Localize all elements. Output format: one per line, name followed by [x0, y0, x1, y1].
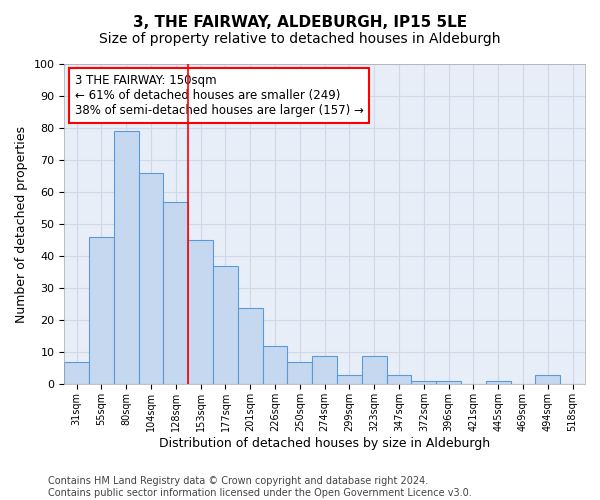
Bar	[486, 381, 511, 384]
Bar	[312, 356, 337, 384]
Bar	[362, 356, 386, 384]
Bar	[188, 240, 213, 384]
Bar	[412, 381, 436, 384]
Bar	[89, 237, 114, 384]
Bar	[163, 202, 188, 384]
Bar	[337, 375, 362, 384]
Bar	[238, 308, 263, 384]
Bar	[386, 375, 412, 384]
Text: 3 THE FAIRWAY: 150sqm
← 61% of detached houses are smaller (249)
38% of semi-det: 3 THE FAIRWAY: 150sqm ← 61% of detached …	[74, 74, 364, 116]
Bar	[114, 132, 139, 384]
Bar	[535, 375, 560, 384]
Bar	[64, 362, 89, 384]
Text: 3, THE FAIRWAY, ALDEBURGH, IP15 5LE: 3, THE FAIRWAY, ALDEBURGH, IP15 5LE	[133, 15, 467, 30]
Text: Size of property relative to detached houses in Aldeburgh: Size of property relative to detached ho…	[99, 32, 501, 46]
Y-axis label: Number of detached properties: Number of detached properties	[15, 126, 28, 322]
Bar	[139, 173, 163, 384]
Bar	[436, 381, 461, 384]
Bar	[287, 362, 312, 384]
Bar	[213, 266, 238, 384]
Text: Contains HM Land Registry data © Crown copyright and database right 2024.
Contai: Contains HM Land Registry data © Crown c…	[48, 476, 472, 498]
X-axis label: Distribution of detached houses by size in Aldeburgh: Distribution of detached houses by size …	[159, 437, 490, 450]
Bar	[263, 346, 287, 385]
